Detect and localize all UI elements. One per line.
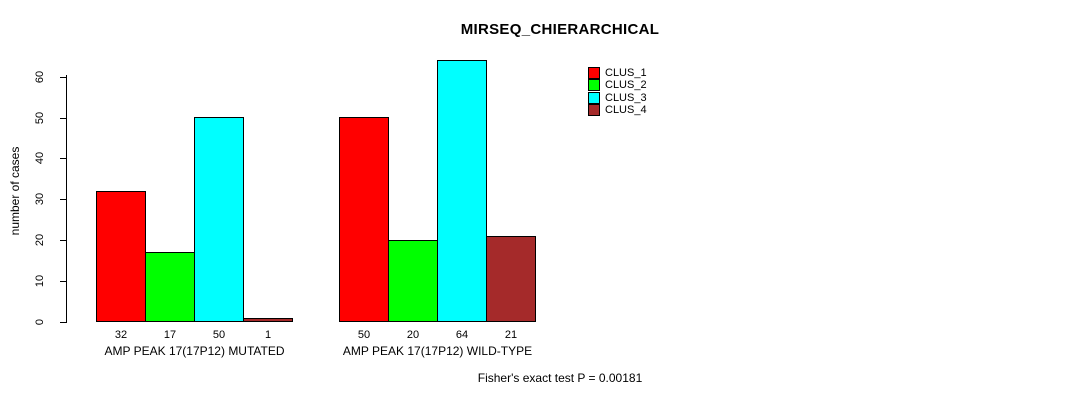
bar-clus_1-group2 (339, 117, 389, 322)
stat-test-annotation: Fisher's exact test P = 0.00181 (477, 371, 643, 385)
bar-clus_3-group2 (437, 60, 487, 322)
y-tick-mark (60, 322, 67, 323)
legend-label: CLUS_1 (605, 67, 647, 79)
bar-clus_4-group2 (486, 236, 536, 322)
bar-value-label: 17 (163, 329, 177, 341)
y-tick-label: 0 (34, 318, 46, 326)
bar-clus_2-group1 (145, 252, 195, 322)
x-axis-group-label: AMP PEAK 17(17P12) MUTATED (104, 344, 285, 358)
y-tick-label: 30 (34, 192, 46, 206)
legend-swatch-clus_3 (588, 91, 600, 104)
bar-value-label: 64 (455, 329, 469, 341)
y-axis-label: number of cases (8, 146, 22, 236)
y-tick-mark (60, 281, 67, 282)
y-tick-mark (60, 240, 67, 241)
bar-clus_2-group2 (388, 240, 438, 322)
legend-label: CLUS_4 (605, 103, 647, 116)
bar-value-label: 50 (357, 329, 371, 341)
legend-label: CLUS_3 (605, 91, 647, 104)
bar-value-label: 50 (212, 329, 226, 341)
y-tick-mark (60, 199, 67, 200)
y-tick-label: 60 (34, 70, 46, 84)
y-tick-mark (60, 158, 67, 159)
x-axis-group-label: AMP PEAK 17(17P12) WILD-TYPE (342, 344, 533, 358)
y-tick-label: 10 (34, 274, 46, 288)
bar-value-label: 20 (406, 329, 420, 341)
y-tick-label: 50 (34, 111, 46, 125)
legend-swatch-clus_2 (588, 79, 600, 92)
bar-clus_3-group1 (194, 117, 244, 322)
y-tick-mark (60, 118, 67, 119)
legend-swatch-clus_1 (588, 67, 600, 79)
bar-clus_1-group1 (96, 191, 146, 322)
y-tick-label: 20 (34, 233, 46, 247)
bar-value-label: 1 (264, 329, 272, 341)
bar-value-label: 32 (114, 329, 128, 341)
bar-clus_4-group1 (243, 318, 293, 322)
bar-value-label: 21 (504, 329, 518, 341)
chart-title: MIRSEQ_CHIERARCHICAL (460, 21, 660, 38)
y-tick-mark (60, 77, 67, 78)
y-tick-label: 40 (34, 151, 46, 165)
legend-label: CLUS_2 (605, 79, 647, 92)
legend-swatch-clus_4 (588, 103, 600, 116)
